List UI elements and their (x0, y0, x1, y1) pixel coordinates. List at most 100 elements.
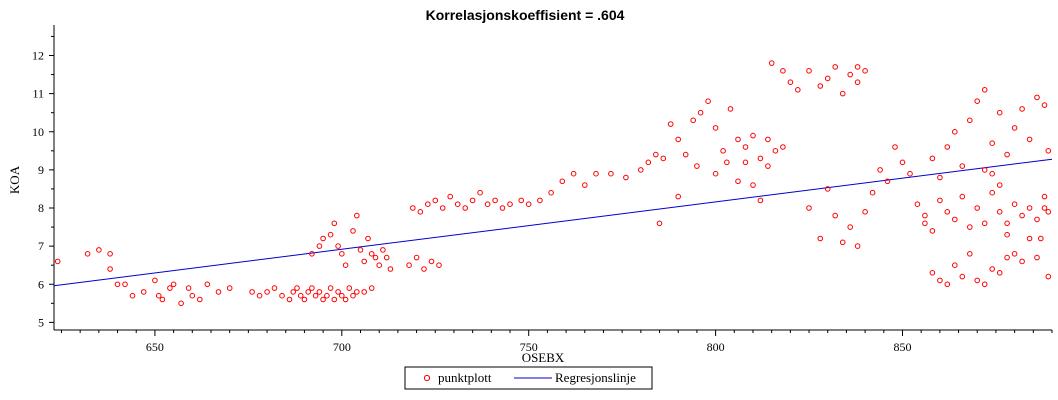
scatter-point (608, 170, 614, 177)
scatter-point (817, 235, 824, 242)
scatter-point (380, 247, 386, 253)
scatter-point (324, 292, 330, 299)
scatter-point (996, 209, 1003, 215)
scatter-point (1045, 148, 1052, 154)
scatter-point (197, 296, 203, 303)
scatter-point (436, 262, 442, 269)
scatter-point (425, 201, 431, 207)
scatter-point (1004, 220, 1010, 227)
scatter-point (559, 178, 566, 185)
x-ticks: 650 700 750 800 850 (60, 330, 1053, 354)
scatter-point (155, 292, 162, 299)
scatter-point (383, 254, 390, 261)
scatter-point (1019, 106, 1025, 112)
scatter-point (185, 285, 192, 291)
scatter-point (959, 193, 966, 200)
scatter-point (256, 292, 263, 299)
scatter-point (54, 258, 61, 265)
scatter-point (406, 262, 412, 269)
scatter-point (327, 231, 334, 238)
scatter-point (832, 212, 839, 219)
scatter-point (290, 289, 297, 295)
scatter-point (981, 87, 988, 93)
scatter-point (735, 136, 741, 143)
scatter-point (750, 182, 756, 188)
scatter-point (742, 159, 749, 166)
scatter-point (974, 277, 981, 284)
x-tick-label: 850 (893, 340, 911, 354)
scatter-point (967, 251, 973, 257)
scatter-point (952, 216, 958, 223)
scatter-point (862, 209, 868, 215)
scatter-point (694, 163, 700, 169)
scatter-point (989, 189, 996, 196)
y-tick-label: 5 (38, 315, 44, 329)
scatter-point (944, 281, 951, 288)
scatter-point (582, 182, 588, 188)
scatter-point (623, 174, 629, 181)
scatter-point (1034, 216, 1040, 223)
scatter-point (309, 251, 315, 257)
scatter-point (944, 144, 951, 150)
scatter-point (937, 174, 943, 181)
scatter-point (824, 75, 831, 82)
scatter-point (817, 83, 824, 89)
scatter-point (215, 289, 222, 295)
scatter-point (294, 285, 300, 291)
scatter-point (854, 79, 861, 85)
scatter-point (204, 281, 211, 288)
scatter-point (847, 224, 854, 230)
scatter-point (772, 148, 779, 154)
scatter-point (922, 220, 928, 227)
y-tick-label: 7 (38, 239, 44, 253)
scatter-point (922, 212, 928, 219)
scatter-point (656, 220, 663, 227)
scatter-point (312, 292, 319, 299)
regression-line-path (53, 158, 1053, 287)
scatter-point (492, 197, 498, 204)
scatter-point (107, 266, 113, 272)
scatter-point (357, 247, 364, 253)
y-ticks: 5 6 7 8 9 10 11 12 (32, 35, 54, 329)
scatter-point (974, 98, 981, 104)
scatter-point (742, 144, 749, 150)
scatter-point (1045, 273, 1052, 280)
scatter-point (447, 193, 454, 200)
scatter-point (914, 201, 921, 207)
scatter-point (780, 68, 786, 74)
scatter-point (795, 87, 801, 93)
scatter-point (226, 285, 233, 291)
scatter-point (428, 258, 435, 265)
scatter-point (1019, 212, 1025, 219)
scatter-point (806, 68, 812, 74)
scatter-point (1041, 193, 1048, 200)
scatter-point (675, 136, 682, 143)
scatter-point (548, 189, 554, 196)
scatter-point (413, 254, 420, 261)
scatter-point (1041, 205, 1048, 211)
scatter-point (537, 197, 543, 204)
scatter-point (697, 109, 704, 116)
scatter-point (989, 266, 996, 272)
scatter-point (331, 296, 338, 303)
y-tick-label: 11 (32, 87, 44, 101)
scatter-point (1034, 254, 1040, 261)
scatter-point (484, 201, 491, 207)
scatter-point (477, 189, 483, 196)
scatter-point (824, 186, 831, 192)
x-tick-label: 800 (707, 340, 725, 354)
scatter-point (365, 235, 371, 242)
scatter-point (178, 300, 184, 307)
scatter-point (1026, 136, 1033, 143)
scatter-point (667, 121, 674, 127)
scatter-point (757, 197, 764, 204)
scatter-point (892, 144, 898, 150)
scatter-point (159, 296, 166, 303)
scatter-point (1004, 151, 1010, 158)
scatter-point (981, 220, 988, 227)
scatter-point (869, 189, 876, 196)
scatter-point (877, 167, 883, 173)
chart-title: Korrelasjonskoeffisient = .604 (426, 7, 625, 23)
scatter-point (316, 289, 323, 295)
